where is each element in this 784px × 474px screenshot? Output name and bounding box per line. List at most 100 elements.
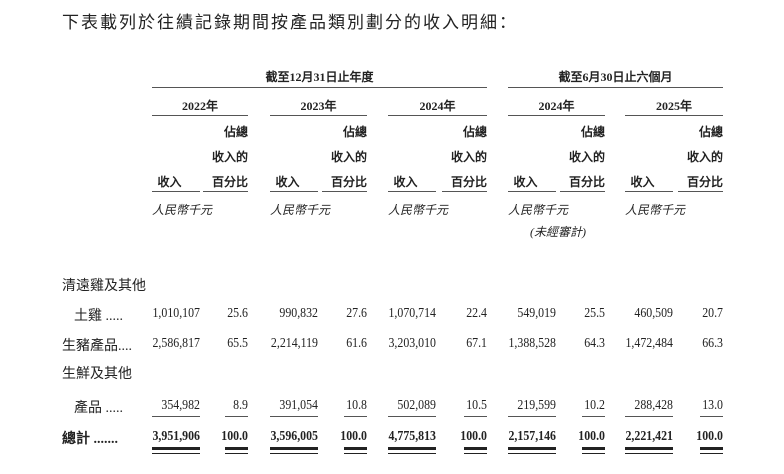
double-underline — [625, 447, 673, 454]
table-cell: 65.5 — [227, 335, 248, 350]
divider — [700, 416, 723, 417]
divider — [270, 115, 367, 116]
table-cell: 990,832 — [279, 305, 318, 320]
total-cell: 2,157,146 — [508, 428, 556, 443]
divider — [152, 191, 200, 192]
pct-header: 佔總 — [698, 125, 723, 139]
divider — [678, 191, 723, 192]
divider — [152, 87, 487, 88]
pct-header: 佔總 — [462, 125, 487, 139]
table-cell: 2,586,817 — [152, 335, 200, 350]
table-cell: 2,214,119 — [270, 335, 318, 350]
total-cell: 3,951,906 — [152, 428, 200, 443]
total-label: 總計 ....... — [62, 432, 118, 447]
divider — [388, 115, 487, 116]
table-cell: 27.6 — [346, 305, 367, 320]
pct-header: 百分比 — [330, 175, 367, 189]
table-cell: 391,054 — [279, 397, 318, 412]
revenue-header: 收入 — [513, 175, 538, 189]
total-cell: 100.0 — [696, 428, 723, 443]
divider — [508, 416, 556, 417]
pct-header: 百分比 — [211, 175, 248, 189]
table-cell: 1,472,484 — [625, 335, 673, 350]
divider — [152, 115, 248, 116]
revenue-header: 收入 — [630, 175, 655, 189]
table-cell: 10.8 — [346, 397, 367, 412]
divider — [388, 191, 436, 192]
pct-header: 收入的 — [686, 150, 723, 164]
table-cell: 1,010,107 — [152, 305, 200, 320]
table-cell: 13.0 — [702, 397, 723, 412]
row-label: 生鮮及其他 — [62, 367, 132, 382]
total-cell: 100.0 — [340, 428, 367, 443]
pct-header: 佔總 — [580, 125, 605, 139]
table-cell: 219,599 — [517, 397, 556, 412]
double-underline — [700, 447, 723, 454]
double-underline — [225, 447, 248, 454]
table-cell: 1,070,714 — [388, 305, 436, 320]
divider — [560, 191, 605, 192]
divider — [625, 115, 723, 116]
year-header: 2024年 — [538, 99, 575, 113]
total-cell: 100.0 — [460, 428, 487, 443]
divider — [270, 416, 318, 417]
divider — [464, 416, 487, 417]
pct-header: 收入的 — [211, 150, 248, 164]
year-header: 2023年 — [300, 99, 337, 113]
pct-header: 百分比 — [450, 175, 487, 189]
table-cell: 460,509 — [634, 305, 673, 320]
intro-text: 下表載列於往績記錄期間按產品類別劃分的收入明細： — [62, 13, 518, 32]
group-header-interim: 截至6月30日止六個月 — [558, 70, 673, 84]
unit-label: 人民幣千元 — [270, 203, 331, 217]
row-label: 產品 ..... — [74, 401, 123, 416]
row-label: 土雞 ..... — [74, 309, 123, 324]
double-underline — [270, 447, 318, 454]
pct-header: 佔總 — [223, 125, 248, 139]
table-cell: 20.7 — [702, 305, 723, 320]
divider — [508, 115, 605, 116]
unit-label: 人民幣千元 — [625, 203, 686, 217]
total-cell: 100.0 — [221, 428, 248, 443]
divider — [152, 416, 200, 417]
double-underline — [464, 447, 487, 454]
group-header-annual: 截至12月31日止年度 — [265, 70, 374, 84]
table-cell: 61.6 — [346, 335, 367, 350]
revenue-header: 收入 — [275, 175, 300, 189]
divider — [508, 191, 556, 192]
divider — [322, 191, 367, 192]
year-header: 2022年 — [181, 99, 218, 113]
pct-header: 百分比 — [686, 175, 723, 189]
table-cell: 66.3 — [702, 335, 723, 350]
unit-label: 人民幣千元 — [152, 203, 213, 217]
table-cell: 502,089 — [397, 397, 436, 412]
pct-header: 收入的 — [330, 150, 367, 164]
year-header: 2025年 — [655, 99, 692, 113]
divider — [388, 416, 436, 417]
year-header: 2024年 — [419, 99, 456, 113]
revenue-header: 收入 — [393, 175, 418, 189]
total-cell: 3,596,005 — [270, 428, 318, 443]
table-cell: 3,203,010 — [388, 335, 436, 350]
double-underline — [152, 447, 200, 454]
row-label: 生豬產品.... — [62, 339, 132, 354]
divider — [270, 191, 318, 192]
divider — [203, 191, 248, 192]
table-cell: 25.5 — [584, 305, 605, 320]
double-underline — [344, 447, 367, 454]
double-underline — [388, 447, 436, 454]
table-cell: 549,019 — [517, 305, 556, 320]
double-underline — [582, 447, 605, 454]
pct-header: 收入的 — [568, 150, 605, 164]
revenue-header: 收入 — [157, 175, 182, 189]
divider — [625, 191, 673, 192]
divider — [625, 416, 673, 417]
total-cell: 2,221,421 — [625, 428, 673, 443]
table-cell: 67.1 — [466, 335, 487, 350]
divider — [508, 87, 723, 88]
unit-label: 人民幣千元 — [508, 203, 569, 217]
table-cell: 1,388,528 — [508, 335, 556, 350]
table-cell: 354,982 — [161, 397, 200, 412]
double-underline — [508, 447, 556, 454]
table-cell: 8.9 — [233, 397, 248, 412]
unit-label: 人民幣千元 — [388, 203, 449, 217]
